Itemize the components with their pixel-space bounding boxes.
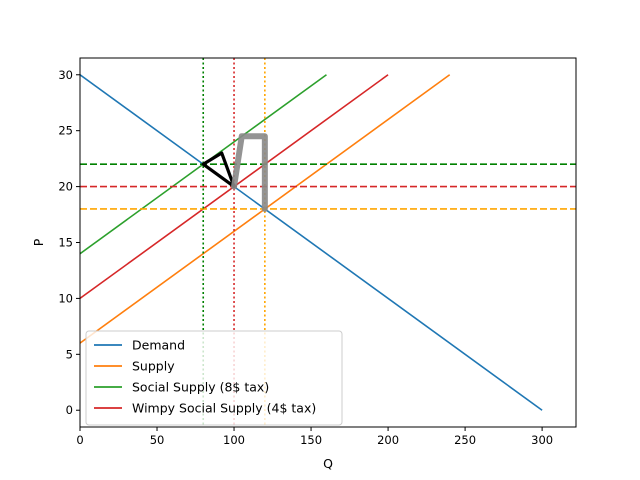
y-tick-label: 0 <box>66 403 73 417</box>
x-tick-label: 150 <box>300 433 322 447</box>
legend-label: Supply <box>132 359 175 374</box>
y-tick-label: 25 <box>58 124 73 138</box>
x-tick-label: 50 <box>150 433 165 447</box>
y-tick-label: 5 <box>66 347 73 361</box>
legend: Demand Supply Social Supply (8$ tax) Wimpy … <box>85 330 343 426</box>
legend-label: Social Supply (8$ tax) <box>132 380 269 395</box>
x-axis-title: Q <box>323 456 333 471</box>
y-axis-title: P <box>31 238 46 246</box>
y-tick-label: 20 <box>58 180 73 194</box>
legend-box <box>85 330 343 426</box>
y-tick-label: 30 <box>58 68 73 82</box>
y-tick-label: 10 <box>58 291 73 305</box>
annotation-bracket <box>231 133 268 212</box>
x-tick-label: 250 <box>454 433 476 447</box>
x-tick-label: 0 <box>76 433 83 447</box>
annotation-triangle <box>201 151 236 189</box>
y-tick-label: 15 <box>58 236 73 250</box>
legend-label: Demand <box>132 338 185 353</box>
x-tick-label: 300 <box>531 433 553 447</box>
legend-label: Wimpy Social Supply (4$ tax) <box>132 401 316 416</box>
plot-content <box>80 58 576 427</box>
x-tick-label: 100 <box>223 433 245 447</box>
x-tick-label: 200 <box>377 433 399 447</box>
series-line-1 <box>80 74 543 411</box>
ticks: 0 50 100 150 200 250 300 0 5 10 15 20 25 30 <box>58 68 553 447</box>
